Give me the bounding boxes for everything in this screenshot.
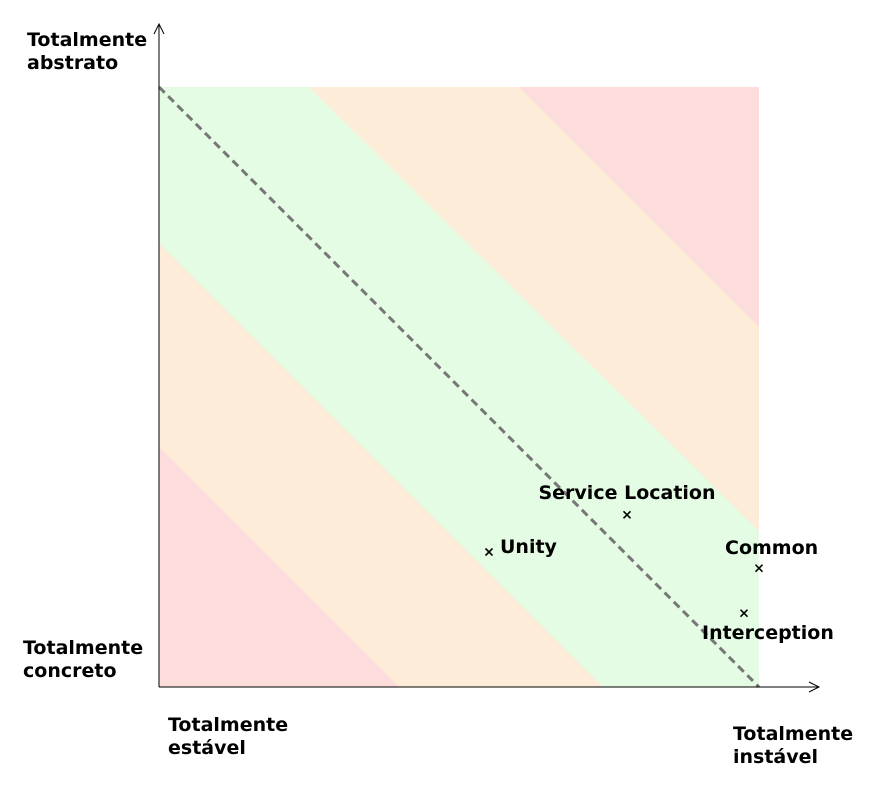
point-label-interception: Interception [702, 622, 834, 644]
y-top-label-line2: abstrato [27, 52, 118, 74]
data-point-unity: Unity [484, 536, 558, 558]
x-left-label-line2: estável [168, 737, 246, 759]
point-marker-unity [484, 547, 494, 557]
point-label-unity: Unity [500, 536, 558, 558]
x-left-label: Totalmente estável [168, 714, 295, 759]
axis-labels: Totalmente abstrato Totalmente concreto … [23, 29, 860, 768]
point-marker-service-location [622, 510, 632, 519]
data-point-common: Common [725, 537, 818, 573]
x-left-label-line1: Totalmente [168, 714, 288, 736]
x-right-label: Totalmente instável [733, 723, 860, 768]
point-marker-common [754, 564, 764, 573]
point-label-common: Common [725, 537, 818, 559]
data-points: Unity Service Location Common Interception [484, 482, 834, 644]
data-point-service-location: Service Location [538, 482, 716, 519]
point-label-service-location: Service Location [538, 482, 715, 504]
x-right-label-line1: Totalmente [733, 723, 853, 745]
data-point-interception: Interception [702, 609, 834, 644]
y-bottom-label-line2: concreto [23, 660, 117, 682]
x-right-label-line2: instável [733, 746, 818, 768]
zone-red-top-right [519, 87, 759, 327]
x-axis-arrow [808, 681, 821, 693]
y-bottom-label: Totalmente concreto [23, 637, 150, 682]
point-marker-interception [739, 609, 749, 618]
zone-red-bottom-left [159, 447, 399, 687]
y-top-label-line1: Totalmente [27, 29, 147, 51]
main-sequence-line [157, 85, 761, 689]
y-top-label: Totalmente abstrato [27, 29, 154, 74]
y-bottom-label-line1: Totalmente [23, 637, 143, 659]
axes [153, 22, 821, 693]
y-axis-arrow [153, 22, 165, 35]
